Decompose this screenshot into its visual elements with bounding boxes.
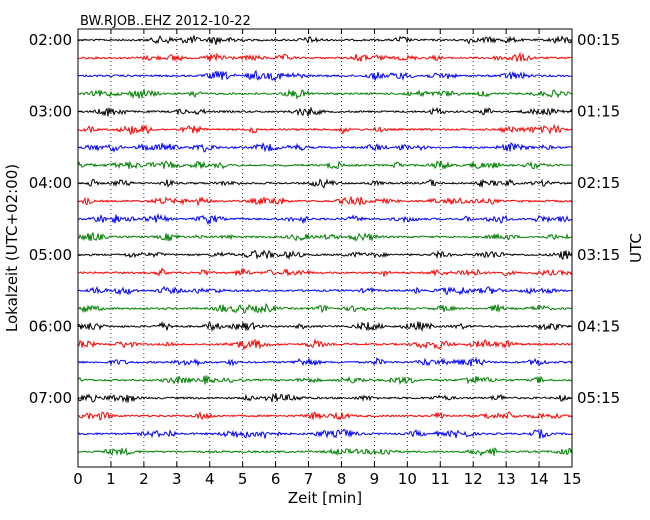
- seismic-trace: [77, 141, 573, 153]
- utc-time-labels: 00:15 01:15 02:15 03:15 04:15 05:15: [577, 31, 620, 407]
- local-time-label: 02:00: [29, 31, 72, 49]
- x-tick-label: 12: [464, 470, 483, 488]
- x-tick-label: 6: [271, 470, 281, 488]
- utc-time-label: 04:15: [577, 317, 620, 335]
- seismic-trace: [77, 69, 572, 82]
- seismic-trace: [77, 375, 573, 386]
- x-tick-label: 10: [398, 470, 417, 488]
- utc-time-label: 03:15: [577, 246, 620, 264]
- local-time-label: 06:00: [29, 317, 72, 335]
- x-tick-label: 2: [139, 470, 149, 488]
- x-tick-label: 0: [73, 470, 83, 488]
- seismic-trace: [77, 338, 573, 351]
- seismic-trace: [77, 178, 573, 189]
- x-tick-labels: 0 1 2 3 4 5 6 7 8 9 10 11 12 13 14 15: [73, 470, 581, 488]
- seismic-trace: [77, 212, 573, 226]
- x-tick-label: 15: [562, 470, 581, 488]
- seismic-trace: [77, 320, 573, 333]
- seismic-trace: [77, 267, 573, 277]
- x-tick-label: 14: [530, 470, 549, 488]
- x-tick-label: 1: [106, 470, 116, 488]
- seismic-trace: [77, 302, 573, 315]
- seismic-traces: [77, 34, 573, 457]
- local-time-label: 07:00: [29, 389, 72, 407]
- seismic-trace: [77, 231, 573, 242]
- local-time-label: 03:00: [29, 103, 72, 121]
- x-tick-label: 3: [172, 470, 182, 488]
- utc-time-label: 02:15: [577, 174, 620, 192]
- x-tick-label: 9: [370, 470, 380, 488]
- seismic-trace: [77, 52, 572, 63]
- seismic-trace: [77, 356, 573, 367]
- local-time-label: 05:00: [29, 246, 72, 264]
- seismic-trace: [77, 249, 573, 261]
- seismic-trace: [77, 106, 573, 117]
- y-axis-label-right: UTC: [627, 233, 645, 263]
- plot-frame: [77, 28, 573, 468]
- x-tick-label: 5: [238, 470, 248, 488]
- utc-time-label: 00:15: [577, 31, 620, 49]
- x-tick-label: 11: [431, 470, 450, 488]
- seismic-trace: [77, 410, 573, 421]
- seismic-trace: [77, 123, 573, 136]
- axis-ticks: [77, 29, 573, 467]
- x-tick-label: 8: [337, 470, 347, 488]
- x-tick-label: 4: [205, 470, 215, 488]
- local-time-labels: 02:00 03:00 04:00 05:00 06:00 07:00: [29, 31, 72, 407]
- seismic-trace: [77, 34, 573, 46]
- x-tick-label: 13: [497, 470, 516, 488]
- seismic-trace: [77, 196, 573, 207]
- local-time-label: 04:00: [29, 174, 72, 192]
- seismic-trace: [77, 428, 573, 439]
- x-axis-label: Zeit [min]: [288, 489, 362, 507]
- seismic-trace: [78, 88, 573, 100]
- seismic-trace: [77, 285, 573, 296]
- seismic-trace: [77, 447, 573, 457]
- chart-title: BW.RJOB..EHZ 2012-10-22: [80, 14, 251, 29]
- y-axis-label: Lokalzeit (UTC+02:00): [3, 164, 21, 332]
- utc-time-label: 05:15: [577, 389, 620, 407]
- utc-time-label: 01:15: [577, 103, 620, 121]
- seismic-trace: [77, 160, 573, 171]
- x-tick-label: 7: [304, 470, 314, 488]
- seismic-trace: [77, 393, 573, 404]
